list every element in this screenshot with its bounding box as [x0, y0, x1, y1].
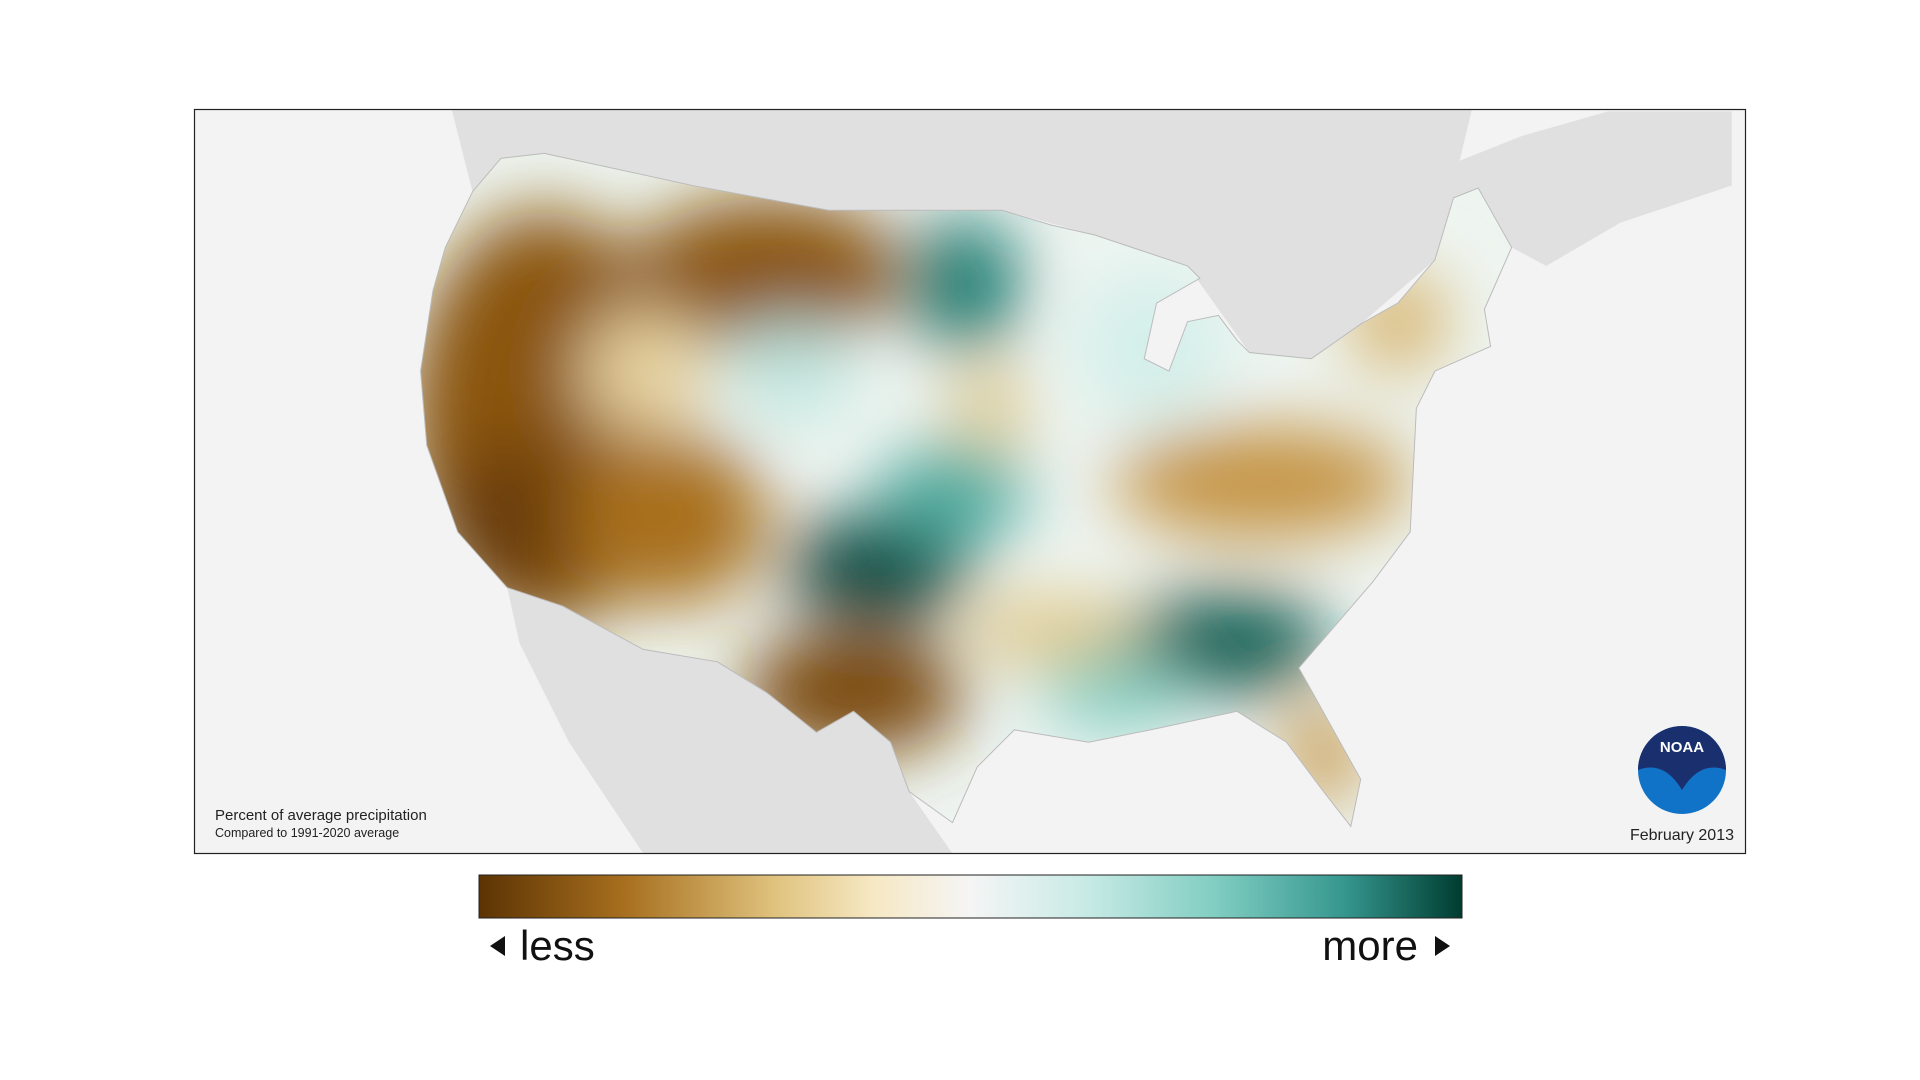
color-bar: [478, 874, 1463, 919]
date: February 2013: [1630, 827, 1734, 844]
legend-high: more: [1322, 922, 1418, 969]
logo-text: NOAA: [1660, 739, 1704, 756]
map-area: NOAA Percent of average precipitation Co…: [194, 109, 1745, 853]
arrow-left: [490, 936, 505, 956]
subcaption: Compared to 1991-2020 average: [215, 826, 399, 840]
color-legend: less more: [478, 874, 1463, 969]
noaa-logo: NOAA: [1638, 726, 1726, 814]
us-outline: [420, 152, 1513, 828]
caption: Percent of average precipitation: [215, 807, 427, 824]
map-frame: [193, 108, 1747, 855]
legend-low: less: [520, 922, 595, 969]
arrow-right: [1435, 936, 1450, 956]
